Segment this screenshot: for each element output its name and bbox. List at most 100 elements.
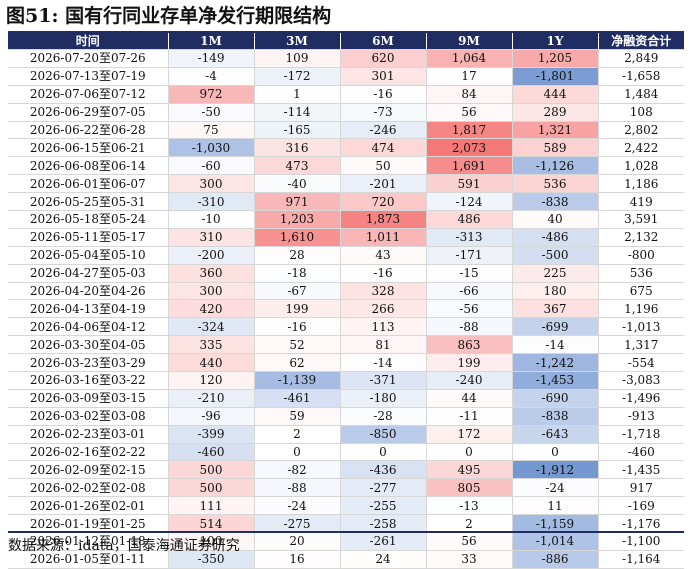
- cell-9m: 199: [425, 353, 512, 372]
- cell-6m: -371: [339, 371, 426, 390]
- cell-net-total: -3,083: [597, 371, 684, 390]
- cell-net-total: -460: [597, 442, 684, 461]
- cell-9m: 805: [425, 478, 512, 497]
- cell-net-total: 2,132: [597, 227, 684, 247]
- table-row: 2026-05-25至05-31 -310 971 720 -124 -838 419: [8, 192, 684, 211]
- header-9m: 9M: [425, 33, 512, 50]
- cell-1m: -210: [167, 388, 254, 408]
- cell-6m: 328: [339, 281, 426, 300]
- cell-3m: 62: [253, 353, 340, 372]
- cell-1y: -1,159: [511, 514, 598, 533]
- cell-3m: 52: [253, 335, 340, 354]
- cell-1m: 440: [167, 353, 254, 372]
- cell-3m: -165: [253, 120, 340, 139]
- cell-1m: 300: [167, 281, 254, 300]
- cell-1y: -24: [511, 478, 598, 497]
- cell-time: 2026-04-06至04-12: [8, 317, 168, 336]
- data-table: 时间 1M 3M 6M 9M 1Y 净融资合计 2026-07-20至07-26…: [8, 33, 684, 569]
- cell-9m: -56: [425, 299, 512, 318]
- cell-1y: -500: [511, 245, 598, 265]
- cell-6m: -28: [339, 406, 426, 426]
- cell-9m: 863: [425, 335, 512, 354]
- table-row: 2026-02-16至02-22 -460 0 0 0 0 -460: [8, 442, 684, 461]
- cell-1y: -690: [511, 388, 598, 408]
- cell-1y: 289: [511, 102, 598, 122]
- cell-9m: 44: [425, 388, 512, 408]
- cell-net-total: 1,196: [597, 299, 684, 318]
- cell-3m: 1,203: [253, 210, 340, 229]
- cell-1y: 589: [511, 138, 598, 157]
- cell-6m: 474: [339, 138, 426, 157]
- cell-1m: -4: [167, 66, 254, 86]
- cell-1m: -460: [167, 442, 254, 461]
- cell-net-total: -554: [597, 353, 684, 372]
- cell-net-total: 1,317: [597, 335, 684, 354]
- cell-1y: 444: [511, 84, 598, 104]
- cell-6m: 620: [339, 49, 426, 68]
- table-row: 2026-02-02至02-08 500 -88 -277 805 -24 917: [8, 478, 684, 497]
- cell-9m: -240: [425, 371, 512, 390]
- cell-3m: 473: [253, 156, 340, 175]
- table-row: 2026-03-23至03-29 440 62 -14 199 -1,242 -554: [8, 353, 684, 372]
- cell-1m: 120: [167, 371, 254, 390]
- cell-time: 2026-06-15至06-21: [8, 138, 168, 157]
- cell-net-total: 675: [597, 281, 684, 300]
- cell-6m: -201: [339, 174, 426, 193]
- cell-3m: 1: [253, 84, 340, 104]
- header-time: 时间: [8, 33, 168, 50]
- cell-1m: -324: [167, 317, 254, 336]
- cell-1m: -200: [167, 245, 254, 265]
- table-row: 2026-04-06至04-12 -324 -16 113 -88 -699 -1,013: [8, 317, 684, 336]
- bottom-rule: [8, 531, 684, 533]
- cell-6m: -258: [339, 514, 426, 533]
- table-row: 2026-04-27至05-03 360 -18 -16 -15 225 536: [8, 263, 684, 283]
- cell-time: 2026-05-18至05-24: [8, 210, 168, 229]
- cell-3m: 109: [253, 49, 340, 68]
- cell-9m: 495: [425, 460, 512, 479]
- figure-title: 图51: 国有行同业存单净发行期限结构: [6, 5, 332, 27]
- cell-1y: -1,453: [511, 371, 598, 390]
- cell-9m: -66: [425, 281, 512, 300]
- header-row: 时间 1M 3M 6M 9M 1Y 净融资合计: [8, 33, 684, 50]
- cell-time: 2026-03-09至03-15: [8, 388, 168, 408]
- cell-net-total: -1,658: [597, 66, 684, 86]
- cell-net-total: -800: [597, 245, 684, 265]
- cell-time: 2026-01-12至01-18: [8, 532, 168, 551]
- cell-9m: -313: [425, 227, 512, 247]
- cell-6m: -277: [339, 478, 426, 497]
- cell-net-total: 917: [597, 478, 684, 497]
- cell-1m: -50: [167, 102, 254, 122]
- cell-1y: -486: [511, 227, 598, 247]
- cell-9m: -124: [425, 192, 512, 211]
- cell-1y: -838: [511, 406, 598, 426]
- cell-6m: 1,011: [339, 227, 426, 247]
- cell-9m: 1,064: [425, 49, 512, 68]
- cell-net-total: -1,496: [597, 388, 684, 408]
- table-row: 2026-01-19至01-25 514 -275 -258 2 -1,159 -1,176: [8, 514, 684, 533]
- top-rule: [8, 31, 684, 33]
- cell-6m: 43: [339, 245, 426, 265]
- cell-6m: 0: [339, 442, 426, 461]
- cell-time: 2026-05-25至05-31: [8, 192, 168, 211]
- cell-net-total: 1,028: [597, 156, 684, 175]
- cell-6m: 266: [339, 299, 426, 318]
- cell-net-total: 108: [597, 102, 684, 122]
- cell-net-total: 1,186: [597, 174, 684, 193]
- cell-3m: 0: [253, 442, 340, 461]
- cell-3m: 316: [253, 138, 340, 157]
- cell-6m: 301: [339, 66, 426, 86]
- cell-3m: -24: [253, 496, 340, 515]
- header-net-total: 净融资合计: [597, 33, 684, 50]
- cell-net-total: -1,013: [597, 317, 684, 336]
- cell-3m: 199: [253, 299, 340, 318]
- cell-time: 2026-03-02至03-08: [8, 406, 168, 426]
- cell-1y: -14: [511, 335, 598, 354]
- cell-time: 2026-06-22至06-28: [8, 120, 168, 139]
- cell-9m: -88: [425, 317, 512, 336]
- cell-1y: -1,801: [511, 66, 598, 86]
- cell-3m: -1,139: [253, 371, 340, 390]
- cell-net-total: -1,718: [597, 424, 684, 444]
- cell-time: 2026-01-19至01-25: [8, 514, 168, 533]
- cell-3m: 2: [253, 424, 340, 444]
- cell-3m: -461: [253, 388, 340, 408]
